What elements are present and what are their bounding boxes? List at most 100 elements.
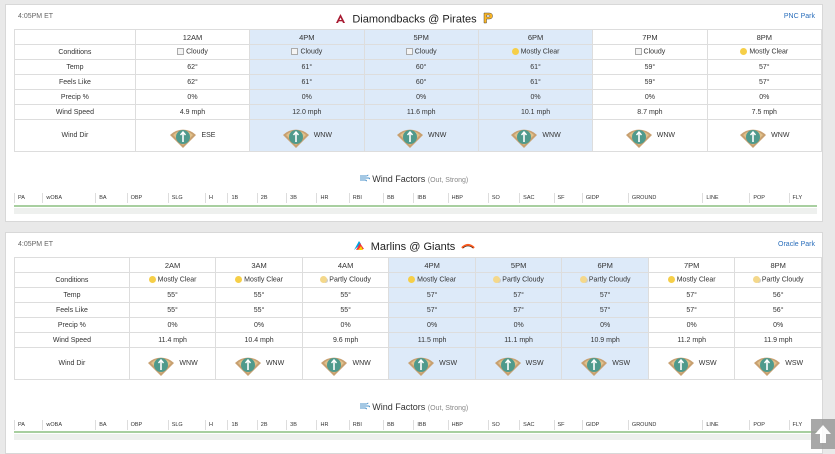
- value-cell: 55°: [128, 302, 217, 318]
- value-cell: 0%: [134, 89, 251, 105]
- value-cell: 59°: [592, 59, 708, 75]
- wind-factors-header: Wind Factors (Out, Strong): [6, 402, 822, 412]
- hour-header: 3AM: [215, 257, 303, 273]
- arrow-up-icon: [814, 423, 832, 450]
- wind-factors-stats-header: PA wOBA BA OBP SLG H 1B 2B 3B HR RBI BB IBB HBP SO SAC S…: [13, 193, 822, 203]
- hour-header: 7PM: [647, 257, 736, 273]
- baseball-field-icon: [625, 121, 653, 151]
- stat-column-header: FLY: [788, 420, 822, 430]
- stat-column-header: 1B: [227, 193, 258, 203]
- baseball-field-icon: [320, 349, 348, 379]
- wind-dir-cell: WSW: [388, 347, 476, 380]
- stat-column-header: FLY: [788, 193, 822, 203]
- value-cell: 4.9 mph: [134, 104, 251, 120]
- stat-column-header: LINE: [702, 420, 750, 430]
- conditions-text: Cloudy: [186, 48, 208, 56]
- conditions-cell: Mostly Clear: [215, 272, 303, 288]
- value-cell: 61°: [249, 59, 365, 75]
- conditions-cell: Cloudy: [363, 44, 479, 60]
- stat-column-header: SLG: [167, 420, 206, 430]
- stat-column-header: PA: [13, 420, 43, 430]
- wind-speed-row: Wind Speed 4.9 mph 12.0 mph 11.6 mph 10.1 mp…: [14, 104, 823, 120]
- weather-table: 12AM 4PM 5PM 6PM 7PM 8PM Conditions Cloudy Cloud…: [14, 29, 823, 152]
- conditions-cell: Mostly Clear: [128, 272, 217, 288]
- baseball-field-icon: [739, 121, 767, 151]
- value-cell: 0%: [706, 89, 823, 105]
- wind-dir-text: WNW: [352, 360, 371, 367]
- value-cell: 10.1 mph: [477, 104, 594, 120]
- wind-factors-header: Wind Factors (Out, Strong): [6, 174, 822, 184]
- conditions-text: Mostly Clear: [676, 276, 716, 284]
- partly-cloudy-icon: [752, 276, 760, 284]
- hour-header: 8PM: [706, 29, 823, 45]
- wind-dir-cell: WNW: [592, 119, 708, 152]
- wind-dir-text: WNW: [656, 132, 676, 139]
- venue-link[interactable]: PNC Park: [783, 13, 815, 20]
- baseball-field-icon: [234, 349, 262, 379]
- conditions-row: Conditions Mostly Clear Mostly Clear Partly…: [14, 272, 822, 288]
- value-cell: 57°: [474, 302, 563, 318]
- game-title: Marlins @ Giants: [6, 240, 822, 254]
- diamondbacks-logo-icon: [335, 13, 346, 27]
- baseball-field-icon: [494, 349, 522, 379]
- wind-dir-text: WNW: [771, 132, 790, 139]
- value-cell: 60°: [363, 59, 479, 75]
- conditions-text: Mostly Clear: [749, 48, 789, 56]
- wind-dir-cell: WNW: [706, 119, 823, 152]
- conditions-text: Partly Cloudy: [329, 276, 371, 284]
- partly-cloudy-icon: [493, 276, 501, 284]
- conditions-cell: Partly Cloudy: [734, 272, 822, 288]
- baseball-field-icon: [282, 121, 310, 151]
- value-cell: 12.0 mph: [249, 104, 365, 120]
- value-cell: 55°: [128, 287, 217, 303]
- scroll-to-top-button[interactable]: [811, 419, 835, 449]
- stat-column-header: IBB: [413, 420, 449, 430]
- sun-icon: [148, 276, 156, 284]
- image-icon: [177, 48, 185, 56]
- value-cell: 11.1 mph: [474, 332, 563, 348]
- row-label: Feels Like: [14, 74, 136, 90]
- sun-icon: [235, 276, 243, 284]
- row-label: Precip %: [14, 317, 130, 333]
- away-team: Marlins: [370, 240, 407, 253]
- baseball-field-icon: [407, 349, 435, 379]
- row-label: Precip %: [14, 89, 136, 105]
- wind-icon: [359, 174, 373, 184]
- value-cell: 0%: [215, 317, 303, 333]
- image-icon: [291, 48, 299, 56]
- conditions-text: Cloudy: [300, 48, 323, 56]
- image-icon: [405, 48, 413, 56]
- vs-sep: @: [428, 13, 440, 26]
- wind-dir-text: WNW: [265, 360, 285, 367]
- conditions-text: Cloudy: [643, 48, 666, 56]
- wind-dir-cell: WNW: [128, 347, 217, 380]
- stat-column-header: wOBA: [42, 420, 96, 430]
- stat-column-header: POP: [749, 420, 789, 430]
- row-label: Conditions: [14, 44, 136, 60]
- precip-row: Precip % 0% 0% 0% 0% 0% 0%: [14, 89, 823, 105]
- value-cell: 11.5 mph: [388, 332, 476, 348]
- stat-column-header: HR: [316, 420, 350, 430]
- baseball-field-icon: [169, 121, 197, 151]
- value-cell: 57°: [706, 59, 823, 75]
- value-cell: 0%: [388, 317, 476, 333]
- wind-factors-title: Wind Factors: [372, 174, 426, 184]
- row-label: Wind Dir: [14, 347, 130, 380]
- temp-row: Temp 62° 61° 60° 61° 59° 57°: [14, 59, 823, 75]
- value-cell: 0%: [301, 317, 390, 333]
- feels-like-row: Feels Like 55° 55° 55° 57° 57° 57° 57° 56°: [14, 302, 822, 318]
- sun-icon: [408, 276, 416, 284]
- value-cell: 57°: [388, 302, 476, 318]
- value-cell: 11.4 mph: [128, 332, 217, 348]
- wind-dir-text: WSW: [698, 360, 717, 367]
- row-label: Wind Speed: [14, 332, 130, 348]
- conditions-cell: Mostly Clear: [477, 44, 594, 60]
- temp-row: Temp 55° 55° 55° 57° 57° 57° 57° 56°: [14, 287, 822, 303]
- hour-header: 4AM: [301, 257, 390, 273]
- wind-dir-cell: WSW: [474, 347, 563, 380]
- wind-dir-cell: WSW: [561, 347, 649, 380]
- hour-header: 6PM: [477, 29, 594, 45]
- venue-link[interactable]: Oracle Park: [778, 241, 815, 248]
- conditions-text: Mostly Clear: [417, 276, 457, 284]
- stat-column-header: OBP: [126, 193, 169, 203]
